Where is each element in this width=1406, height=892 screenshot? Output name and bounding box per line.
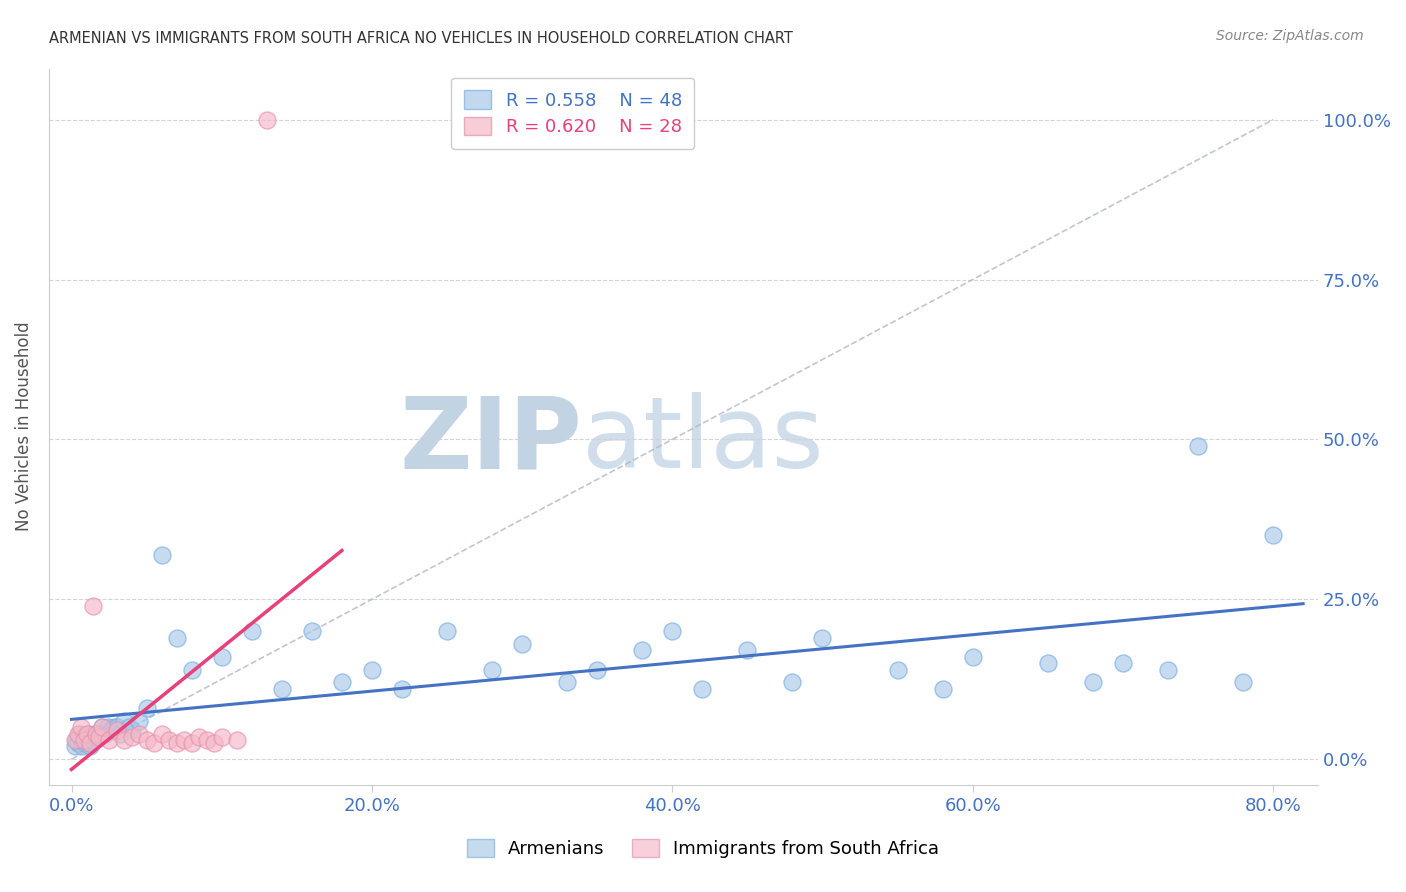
Point bbox=[1036, 657, 1059, 671]
Point bbox=[211, 649, 233, 664]
Point bbox=[510, 637, 533, 651]
Point bbox=[79, 736, 101, 750]
Point bbox=[211, 730, 233, 744]
Point bbox=[135, 701, 157, 715]
Point bbox=[962, 649, 984, 664]
Point bbox=[105, 720, 128, 734]
Point bbox=[166, 736, 188, 750]
Point bbox=[128, 726, 150, 740]
Text: ARMENIAN VS IMMIGRANTS FROM SOUTH AFRICA NO VEHICLES IN HOUSEHOLD CORRELATION CH: ARMENIAN VS IMMIGRANTS FROM SOUTH AFRICA… bbox=[49, 31, 793, 46]
Point bbox=[121, 730, 143, 744]
Point bbox=[150, 726, 173, 740]
Point bbox=[661, 624, 683, 639]
Point bbox=[330, 675, 353, 690]
Point bbox=[586, 663, 609, 677]
Point bbox=[195, 733, 218, 747]
Text: Source: ZipAtlas.com: Source: ZipAtlas.com bbox=[1216, 29, 1364, 43]
Legend: Armenians, Immigrants from South Africa: Armenians, Immigrants from South Africa bbox=[457, 830, 949, 867]
Point bbox=[157, 733, 180, 747]
Point bbox=[84, 730, 107, 744]
Point bbox=[98, 733, 121, 747]
Point bbox=[1081, 675, 1104, 690]
Point bbox=[301, 624, 323, 639]
Text: atlas: atlas bbox=[582, 392, 824, 490]
Point bbox=[737, 643, 759, 657]
Point bbox=[180, 663, 202, 677]
Point bbox=[117, 720, 139, 734]
Y-axis label: No Vehicles in Household: No Vehicles in Household bbox=[15, 322, 32, 532]
Point bbox=[1112, 657, 1135, 671]
Point bbox=[69, 733, 91, 747]
Point bbox=[202, 736, 225, 750]
Legend: R = 0.558    N = 48, R = 0.620    N = 28: R = 0.558 N = 48, R = 0.620 N = 28 bbox=[451, 78, 695, 149]
Point bbox=[65, 733, 87, 747]
Point bbox=[555, 675, 578, 690]
Point bbox=[240, 624, 263, 639]
Point bbox=[692, 681, 714, 696]
Point bbox=[93, 726, 115, 740]
Point bbox=[84, 726, 107, 740]
Point bbox=[70, 739, 93, 754]
Point bbox=[143, 736, 166, 750]
Point bbox=[256, 112, 278, 127]
Point bbox=[1187, 439, 1209, 453]
Text: ZIP: ZIP bbox=[399, 392, 582, 490]
Point bbox=[112, 714, 135, 728]
Point bbox=[67, 726, 90, 740]
Point bbox=[69, 720, 91, 734]
Point bbox=[72, 733, 94, 747]
Point bbox=[931, 681, 953, 696]
Point bbox=[72, 730, 94, 744]
Point bbox=[90, 720, 112, 734]
Point bbox=[82, 599, 104, 613]
Point bbox=[100, 723, 122, 738]
Point bbox=[150, 548, 173, 562]
Point bbox=[63, 733, 86, 747]
Point bbox=[173, 733, 195, 747]
Point bbox=[481, 663, 503, 677]
Point bbox=[77, 726, 100, 740]
Point bbox=[121, 723, 143, 738]
Point bbox=[66, 736, 89, 750]
Point bbox=[79, 739, 101, 754]
Point bbox=[180, 736, 202, 750]
Point bbox=[391, 681, 413, 696]
Point bbox=[1157, 663, 1180, 677]
Point bbox=[96, 720, 118, 734]
Point bbox=[105, 723, 128, 738]
Point bbox=[361, 663, 384, 677]
Point bbox=[631, 643, 654, 657]
Point bbox=[166, 631, 188, 645]
Point bbox=[436, 624, 458, 639]
Point bbox=[103, 720, 125, 734]
Point bbox=[87, 726, 110, 740]
Point bbox=[80, 733, 103, 747]
Point bbox=[811, 631, 834, 645]
Point bbox=[87, 730, 110, 744]
Point bbox=[225, 733, 247, 747]
Point bbox=[76, 726, 98, 740]
Point bbox=[66, 726, 89, 740]
Point bbox=[63, 739, 86, 754]
Point bbox=[1261, 528, 1284, 542]
Point bbox=[135, 733, 157, 747]
Point bbox=[128, 714, 150, 728]
Point bbox=[90, 720, 112, 734]
Point bbox=[188, 730, 211, 744]
Point bbox=[886, 663, 908, 677]
Point bbox=[782, 675, 804, 690]
Point bbox=[73, 736, 96, 750]
Point bbox=[108, 726, 131, 740]
Point bbox=[270, 681, 292, 696]
Point bbox=[76, 733, 98, 747]
Point bbox=[112, 733, 135, 747]
Point bbox=[83, 726, 105, 740]
Point bbox=[1232, 675, 1254, 690]
